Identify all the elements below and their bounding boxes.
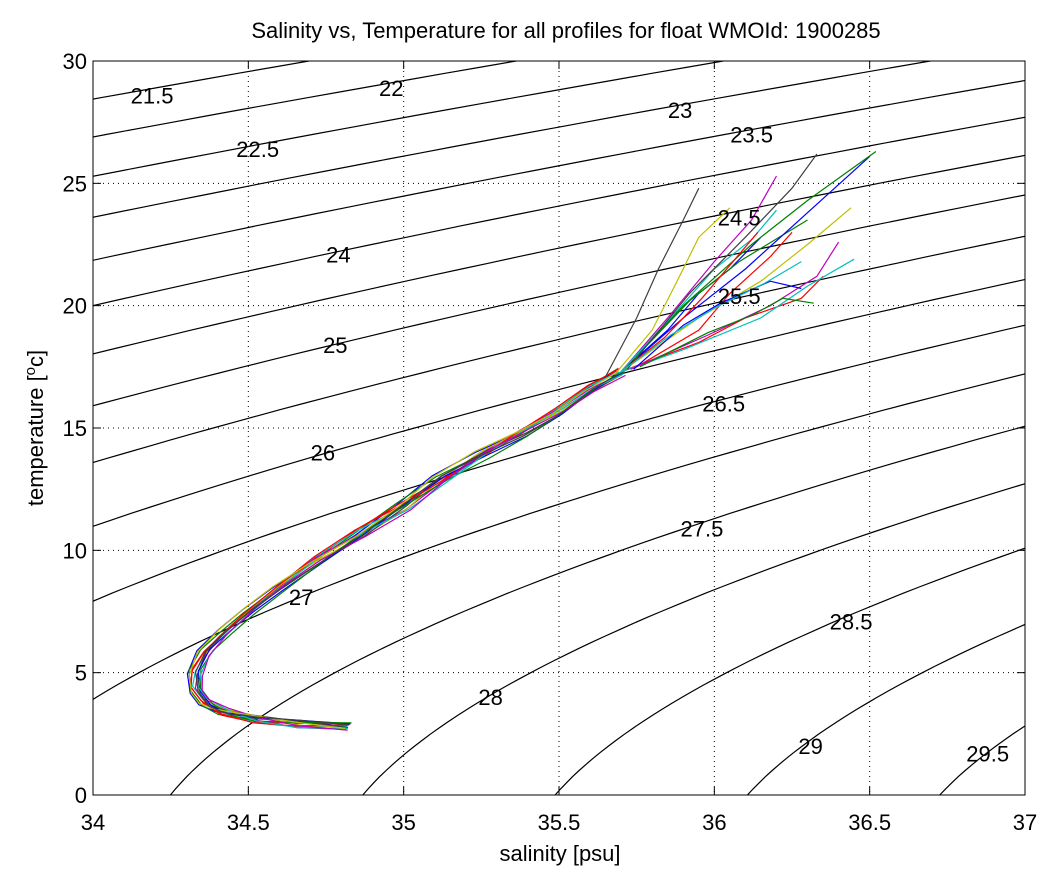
profile-line	[194, 369, 626, 726]
y-tick-labels: 0 5 10 15 20 25 30	[63, 49, 87, 808]
density-contour	[93, 154, 1025, 355]
contour-labels: 21.5 22 22.5 23 23.5 24 24.5 25 25.5 26 26.5 27 27.5…	[131, 76, 1010, 766]
profile-line	[605, 187, 700, 377]
profile-line	[636, 231, 793, 368]
y-tick-label: 20	[63, 294, 87, 319]
contour-label: 23	[668, 98, 692, 123]
contour-label: 22	[379, 76, 403, 101]
density-contour	[362, 483, 1025, 795]
axis-ticks	[92, 60, 1026, 796]
density-contour	[93, 278, 1025, 527]
grid-lines	[93, 61, 1025, 795]
profile-line	[626, 153, 818, 370]
y-axis-title: temperature [oc]	[22, 350, 48, 506]
y-tick-label: 25	[63, 171, 87, 196]
contour-label: 24	[326, 242, 350, 267]
x-tick-labels: 34 34.5 35 35.5 36 36.5 37	[81, 810, 1037, 835]
chart-title: Salinity vs, Temperature for all profile…	[251, 18, 880, 43]
profile-line	[620, 151, 877, 373]
density-contour	[93, 324, 1025, 602]
x-tick-label: 36.5	[848, 810, 891, 835]
y-tick-label: 5	[75, 661, 87, 686]
x-axis-title: salinity [psu]	[499, 841, 620, 866]
contour-label: 21.5	[131, 83, 174, 108]
x-tick-label: 34	[81, 810, 105, 835]
density-contour	[93, 79, 1025, 261]
contour-label: 22.5	[236, 137, 279, 162]
x-tick-label: 35	[391, 810, 415, 835]
y-tick-label: 0	[75, 783, 87, 808]
contour-label: 29	[798, 734, 822, 759]
profile-line	[614, 207, 731, 375]
density-contour	[746, 623, 1025, 795]
y-tick-label: 10	[63, 538, 87, 563]
profile-line	[189, 370, 617, 727]
profile-line	[620, 207, 852, 373]
x-tick-label: 36	[702, 810, 726, 835]
contour-label: 25	[323, 333, 347, 358]
profile-lines	[186, 151, 877, 731]
profile-line	[620, 231, 759, 373]
profile-line	[639, 297, 814, 368]
density-contour	[554, 547, 1025, 795]
y-axis-title-before: temperature [	[23, 375, 48, 506]
contour-label: 29.5	[966, 741, 1009, 766]
contour-label: 23.5	[730, 122, 773, 147]
x-tick-label: 37	[1013, 810, 1037, 835]
y-tick-label: 30	[63, 49, 87, 74]
profile-line	[626, 155, 871, 368]
x-tick-label: 35.5	[538, 810, 581, 835]
profile-line	[633, 280, 802, 370]
contour-label: 27.5	[680, 516, 723, 541]
x-tick-label: 34.5	[227, 810, 270, 835]
contour-label: 26	[311, 440, 335, 465]
profile-line	[614, 258, 855, 375]
density-contour	[93, 235, 1025, 464]
y-tick-label: 15	[63, 416, 87, 441]
contour-label: 27	[289, 585, 313, 610]
contour-label: 24.5	[718, 206, 761, 231]
contour-label: 28.5	[830, 609, 873, 634]
y-axis-title-after: c]	[23, 350, 48, 367]
contour-label: 26.5	[702, 392, 745, 417]
density-contour	[93, 373, 1025, 701]
profile-line	[620, 175, 778, 373]
profile-line	[620, 261, 802, 373]
density-contour	[93, 61, 934, 218]
y-axis-title-superscript: o	[22, 367, 39, 375]
density-contour	[93, 116, 1025, 307]
contour-label: 25.5	[718, 284, 761, 309]
contour-label: 28	[478, 685, 502, 710]
density-contour	[93, 61, 727, 177]
